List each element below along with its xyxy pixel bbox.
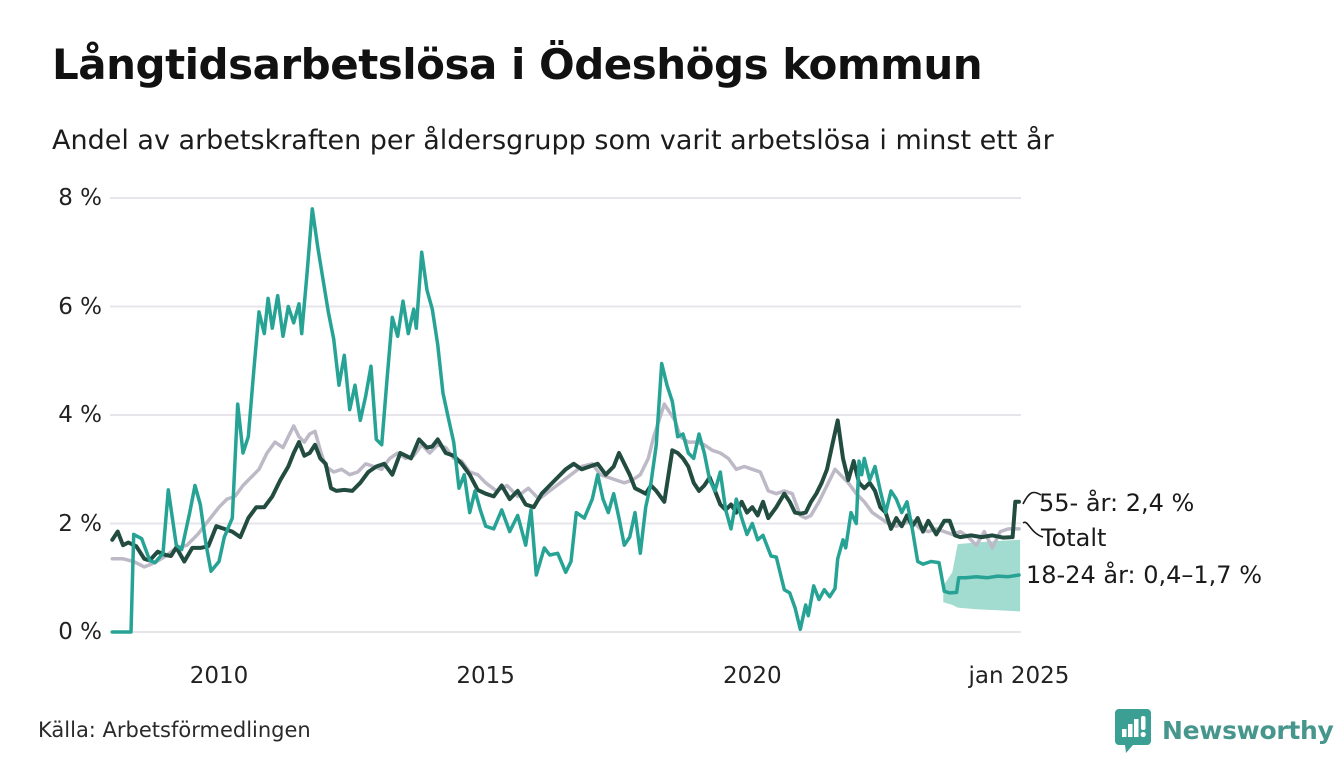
x-axis-tick-label: 2020 — [723, 663, 782, 689]
leader-line-totalt — [1022, 521, 1044, 538]
leader-line-55-ar — [1022, 491, 1042, 505]
annotation-totalt: Totalt — [1041, 524, 1107, 552]
x-axis-tick-label: 2015 — [456, 663, 515, 689]
newsworthy-bubble-icon — [1115, 709, 1151, 753]
series-line-18-24-r — [110, 207, 1021, 634]
series-line-55-r — [110, 418, 1021, 564]
y-axis-tick-label: 0 % — [58, 619, 102, 645]
annotation-18-24-ar: 18-24 år: 0,4–1,7 % — [1026, 561, 1263, 589]
newsworthy-logo-text: Newsworthy — [1162, 715, 1334, 745]
x-axis-tick-label: 2010 — [189, 663, 249, 689]
chart-subtitle: Andel av arbetskraften per åldersgrupp s… — [52, 125, 1054, 156]
x-axis-tick-label: jan 2025 — [968, 663, 1070, 689]
y-axis-tick-label: 4 % — [58, 402, 102, 428]
y-axis-tick-label: 6 % — [58, 293, 102, 320]
chart-title: Långtidsarbetslösa i Ödeshögs kommun — [52, 40, 983, 89]
y-axis-tick-label: 2 % — [58, 510, 102, 537]
y-axis-tick-label: 8 % — [58, 185, 102, 211]
newsworthy-logo[interactable]: Newsworthy — [1113, 707, 1334, 753]
source-note: Källa: Arbetsförmedlingen — [38, 718, 311, 742]
annotation-55-ar: 55- år: 2,4 % — [1039, 489, 1195, 517]
